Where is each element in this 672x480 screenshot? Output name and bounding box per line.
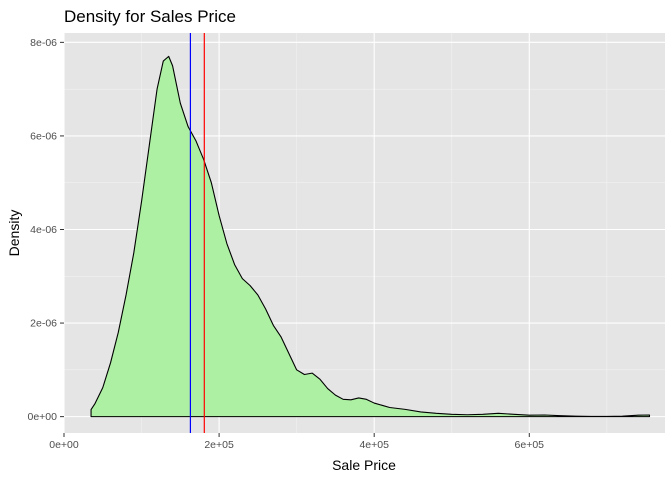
y-tick-label: 8e-06 bbox=[30, 37, 57, 49]
x-tick-label: 6e+05 bbox=[515, 439, 545, 451]
x-tick-label: 4e+05 bbox=[359, 439, 389, 451]
y-tick-label: 0e+00 bbox=[28, 411, 58, 423]
x-axis-title: Sale Price bbox=[332, 457, 396, 473]
y-tick-label: 4e-06 bbox=[30, 224, 57, 236]
y-tick-label: 2e-06 bbox=[30, 318, 57, 330]
x-tick-label: 2e+05 bbox=[204, 439, 234, 451]
reference-lines bbox=[189, 33, 205, 433]
y-tick-label: 6e-06 bbox=[30, 130, 57, 142]
x-tick-label: 0e+00 bbox=[49, 439, 79, 451]
chart-title: Density for Sales Price bbox=[64, 7, 236, 26]
y-axis-title: Density bbox=[6, 210, 22, 257]
x-axis: 0e+00 2e+05 4e+05 6e+05 bbox=[49, 433, 544, 451]
y-axis: 0e+00 2e-06 4e-06 6e-06 8e-06 bbox=[28, 37, 64, 423]
density-area bbox=[90, 55, 651, 418]
